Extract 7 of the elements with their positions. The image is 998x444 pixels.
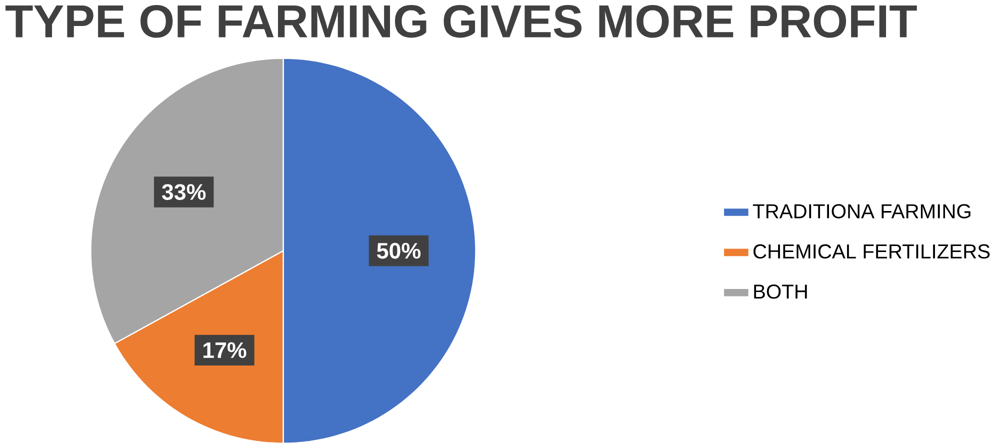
- data-label: 17%: [203, 342, 246, 358]
- legend-label: CHEMICAL FERTILIZERS: [754, 244, 990, 259]
- data-label: 33%: [162, 184, 206, 200]
- legend-label: TRADITIONA FARMING: [752, 204, 970, 218]
- data-label: 50%: [377, 242, 421, 259]
- chart-title: TYPE OF FARMING GIVES MORE PROFIT: [6, 5, 917, 38]
- legend-label: BOTH: [754, 284, 807, 299]
